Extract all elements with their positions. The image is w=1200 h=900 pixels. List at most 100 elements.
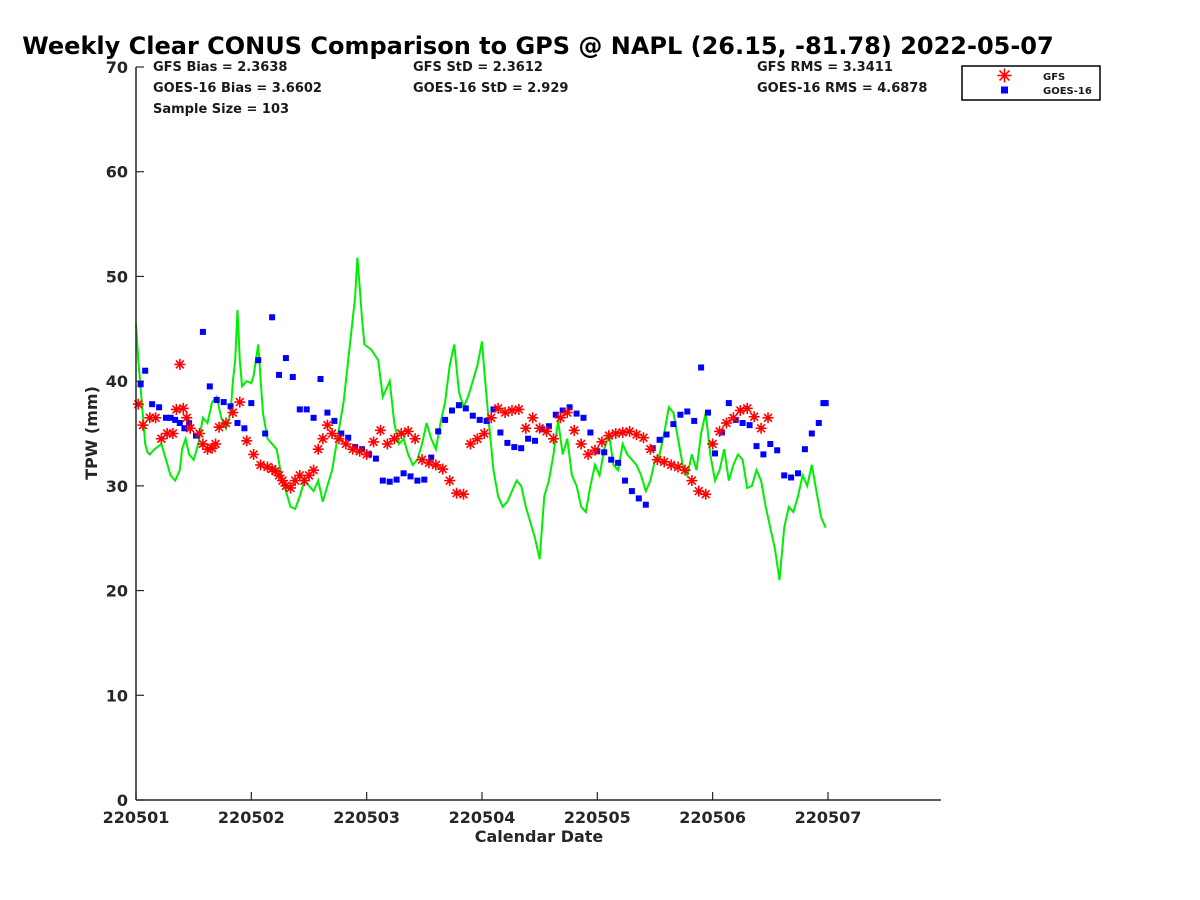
y-tick-label: 60: [106, 163, 128, 182]
gfs-point: [444, 475, 456, 487]
gfs-point: [554, 412, 566, 424]
goes16-point: [642, 501, 649, 508]
goes16-point: [788, 474, 795, 481]
gfs-point: [568, 424, 580, 436]
gfs-point: [234, 396, 246, 408]
goes16-point: [282, 355, 289, 362]
goes16-point: [449, 407, 455, 414]
goes16-point: [213, 397, 220, 403]
legend-box: [961, 65, 1101, 101]
goes16-point: [628, 488, 635, 495]
goes16-point: [331, 417, 338, 424]
goes16-point: [649, 445, 656, 452]
goes16-point: [705, 409, 711, 416]
goes16-point: [262, 430, 269, 437]
gfs-point: [451, 487, 463, 499]
goes16-point: [608, 456, 615, 463]
gfs-point: [707, 438, 719, 450]
goes16-point: [559, 407, 566, 414]
chart-title: Weekly Clear CONUS Comparison to GPS @ N…: [22, 32, 1053, 60]
goes16-point: [176, 420, 183, 426]
x-tick-label: 220503: [333, 808, 400, 827]
goes16-point: [677, 411, 684, 418]
gfs-point: [700, 488, 712, 500]
gfs-point: [506, 404, 518, 416]
x-tick-label: 220505: [564, 808, 631, 827]
goes16-point: [587, 429, 594, 436]
gfs-point: [308, 464, 320, 476]
goes16-point: [532, 437, 538, 444]
gfs-point: [755, 422, 767, 434]
goes16-point: [163, 414, 169, 421]
goes16-point: [248, 400, 255, 407]
gfs-point: [312, 443, 324, 455]
goes16-point: [193, 432, 199, 439]
gfs-point: [485, 412, 497, 424]
goes16-point: [746, 422, 753, 429]
gfs-point: [679, 464, 691, 476]
gfs-point: [520, 422, 532, 434]
stat-goes-bias: GOES-16 Bias = 3.6602: [153, 81, 322, 96]
goes16-point: [142, 367, 149, 374]
gfs-point: [478, 428, 490, 439]
goes16-point: [801, 446, 808, 453]
gfs-point: [374, 424, 386, 436]
goes16-point: [172, 416, 179, 423]
goes16-point: [303, 406, 310, 413]
goes16-point: [345, 434, 352, 441]
goes16-point: [137, 381, 144, 388]
gfs-point: [280, 480, 292, 492]
plot-area: [132, 257, 829, 581]
goes16-point: [181, 425, 188, 432]
gfs-point: [541, 425, 553, 437]
y-tick-label: 10: [106, 686, 128, 705]
stat-gfs-std: GFS StD = 2.3612: [413, 60, 543, 75]
gfs-point: [617, 426, 629, 438]
goes16-point: [622, 477, 628, 484]
x-tick-label: 220501: [103, 808, 170, 827]
goes16-point: [545, 423, 552, 430]
goes16-point: [670, 421, 677, 428]
y-tick-label: 20: [106, 582, 128, 601]
y-axis-label: TPW (mm): [82, 386, 101, 480]
goes16-point: [455, 402, 462, 409]
goes16-point: [504, 439, 511, 446]
goes16-point: [573, 410, 580, 417]
gfs-point: [388, 433, 400, 445]
goes16-point: [379, 477, 386, 484]
goes16-point: [421, 476, 428, 483]
goes16-point: [663, 431, 670, 438]
gfs-point: [610, 428, 622, 439]
goes16-point: [442, 416, 449, 423]
stat-goes-std: GOES-16 StD = 2.929: [413, 81, 568, 96]
goes16-point: [601, 449, 608, 456]
goes16-point: [296, 406, 303, 413]
stat-gfs-bias: GFS Bias = 2.3638: [153, 60, 287, 75]
goes16-point: [725, 400, 732, 407]
stat-sample-size: Sample Size = 103: [153, 102, 289, 117]
legend: GFS GOES-16: [961, 65, 1101, 101]
goes16-point: [490, 406, 497, 413]
goes16-point: [414, 477, 421, 484]
goes16-point: [407, 473, 414, 480]
gfs-point: [174, 358, 186, 370]
gfs-point: [644, 443, 656, 455]
goes16-point: [186, 420, 193, 426]
gfs-point: [276, 475, 288, 487]
goes16-point: [552, 411, 559, 418]
goes16-point: [220, 399, 227, 406]
goes16-point: [386, 478, 393, 485]
gfs-point: [575, 438, 587, 450]
y-tick-label: 40: [106, 372, 128, 391]
legend-gfs-star: [997, 68, 1012, 83]
goes16-point: [276, 371, 282, 378]
gfs-point: [368, 436, 380, 448]
gfs-point: [181, 412, 193, 424]
gfs-point: [582, 448, 594, 460]
goes16-point: [241, 425, 248, 432]
goes16-point: [580, 414, 587, 421]
goes16-point: [372, 455, 379, 462]
legend-gfs-label: GFS: [1043, 72, 1065, 83]
goes16-point: [435, 428, 442, 435]
